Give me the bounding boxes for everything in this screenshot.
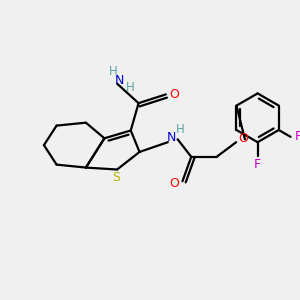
Text: F: F	[295, 130, 300, 143]
Text: O: O	[169, 88, 178, 101]
Text: O: O	[238, 132, 248, 145]
Text: H: H	[109, 65, 118, 78]
Text: N: N	[167, 131, 176, 144]
Text: O: O	[169, 177, 178, 190]
Text: F: F	[254, 158, 261, 171]
Text: S: S	[112, 171, 120, 184]
Text: H: H	[176, 123, 185, 136]
Text: H: H	[125, 81, 134, 94]
Text: N: N	[114, 74, 124, 87]
